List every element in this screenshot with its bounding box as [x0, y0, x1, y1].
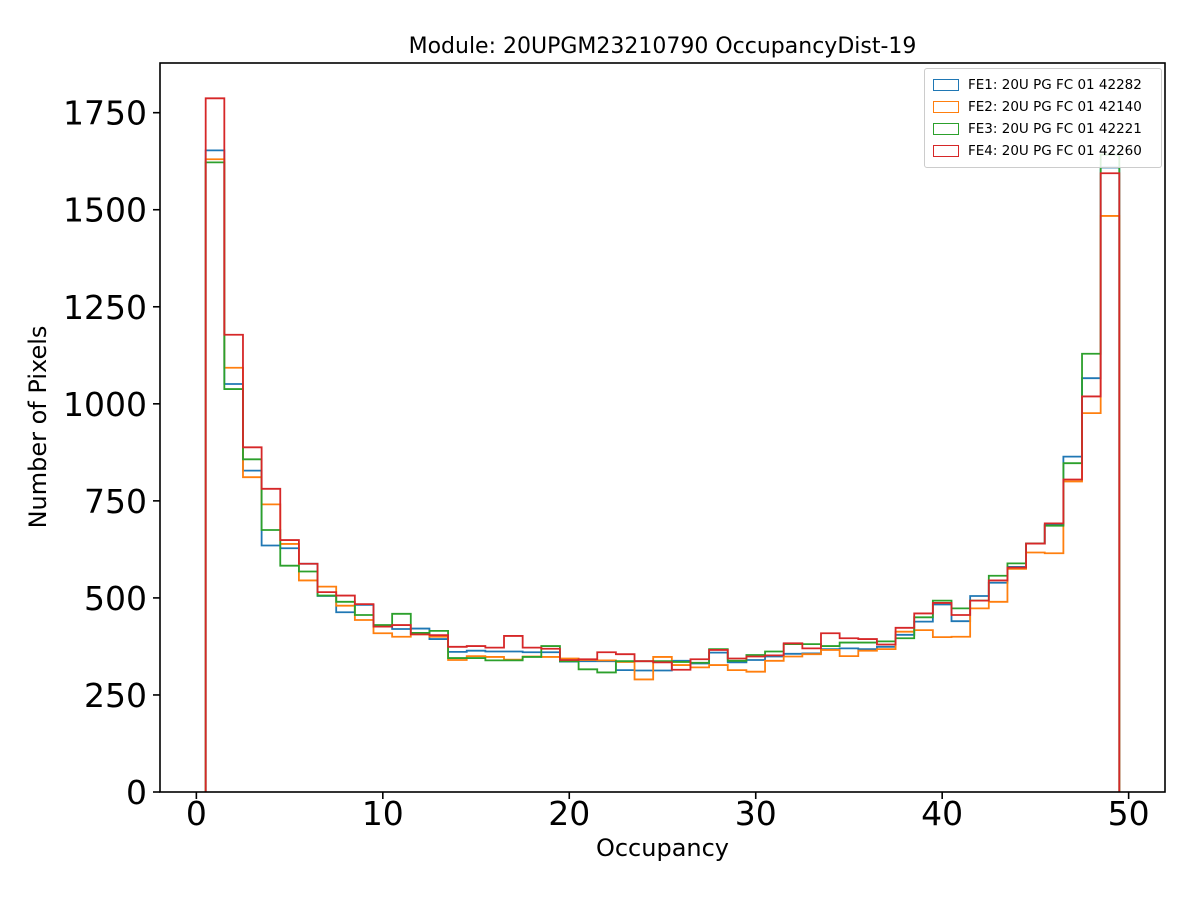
legend-item: FE4: 20U PG FC 01 42260 — [933, 140, 1154, 162]
legend-item: FE1: 20U PG FC 01 42282 — [933, 74, 1154, 96]
legend-swatch-icon — [933, 145, 959, 157]
y-tick-label: 1000 — [63, 385, 147, 424]
x-tick-label: 40 — [921, 794, 963, 833]
x-tick-label: 0 — [186, 794, 207, 833]
legend-label: FE3: 20U PG FC 01 42221 — [968, 121, 1142, 137]
series-1-step — [204, 149, 1121, 792]
series-3-step — [204, 153, 1121, 792]
y-tick-label: 750 — [84, 482, 147, 521]
x-tick-label: 10 — [362, 794, 404, 833]
y-tick-label: 250 — [84, 676, 147, 715]
x-tick-label: 20 — [548, 794, 590, 833]
y-tick-label: 500 — [84, 579, 147, 618]
legend-label: FE4: 20U PG FC 01 42260 — [968, 143, 1142, 159]
legend-swatch-icon — [933, 123, 959, 135]
legend-swatch-icon — [933, 101, 959, 113]
legend-item: FE2: 20U PG FC 01 42140 — [933, 96, 1154, 118]
y-tick-label: 1750 — [63, 94, 147, 133]
legend: FE1: 20U PG FC 01 42282 FE2: 20U PG FC 01… — [924, 68, 1162, 168]
x-tick-label: 30 — [735, 794, 777, 833]
legend-item: FE3: 20U PG FC 01 42221 — [933, 118, 1154, 140]
axes-frame — [159, 62, 1166, 793]
y-tick-label: 0 — [126, 773, 147, 812]
legend-label: FE1: 20U PG FC 01 42282 — [968, 77, 1142, 93]
series-4-step — [204, 97, 1121, 792]
legend-label: FE2: 20U PG FC 01 42140 — [968, 99, 1142, 115]
y-axis-label: Number of Pixels — [24, 325, 52, 529]
series-2-step — [204, 158, 1121, 792]
x-axis-label: Occupancy — [595, 834, 730, 862]
y-tick-label: 1500 — [63, 191, 147, 230]
y-tick-label: 1250 — [63, 288, 147, 327]
chart-title: Module: 20UPGM23210790 OccupancyDist-19 — [408, 34, 917, 59]
legend-swatch-icon — [933, 79, 959, 91]
x-tick-label: 50 — [1108, 794, 1150, 833]
